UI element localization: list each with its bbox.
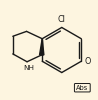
FancyBboxPatch shape	[74, 84, 90, 92]
Text: O: O	[85, 57, 91, 66]
Polygon shape	[40, 39, 44, 55]
Text: NH: NH	[23, 66, 34, 72]
Text: Abs: Abs	[76, 85, 88, 91]
Text: Cl: Cl	[58, 15, 66, 24]
